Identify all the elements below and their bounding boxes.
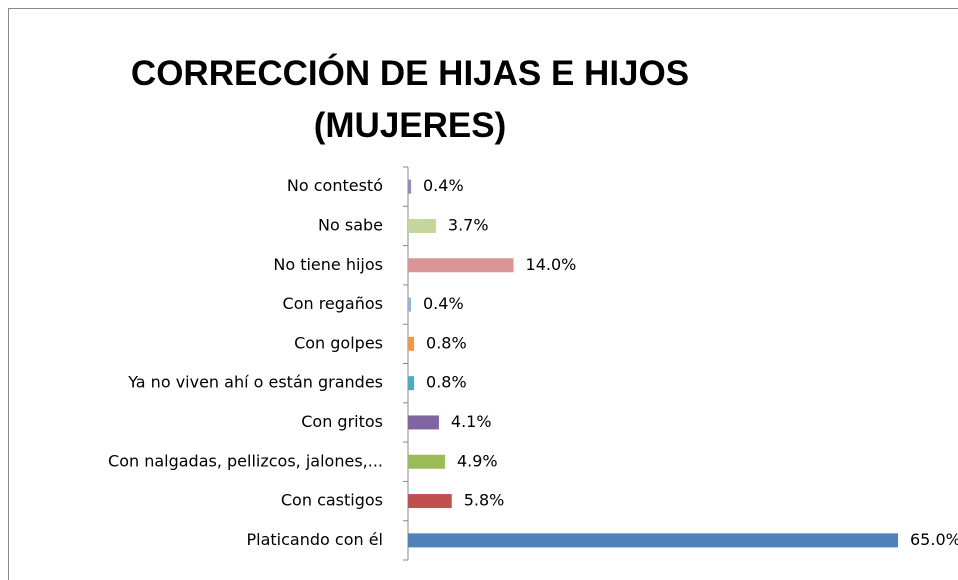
y-tick-label: No sabe: [318, 215, 383, 234]
data-label: 4.9%: [457, 451, 498, 470]
data-label: 14.0%: [526, 255, 577, 274]
data-label: 65.0%: [910, 530, 958, 549]
bar: [408, 336, 415, 351]
data-label: 0.4%: [423, 294, 464, 313]
bar: [408, 494, 452, 509]
y-tick-label: Con nalgadas, pellizcos, jalones,...: [108, 451, 383, 470]
data-label: 5.8%: [464, 491, 505, 510]
data-label: 0.4%: [423, 176, 464, 195]
chart-title: CORRECCIÓN DE HIJAS E HIJOS (MUJERES): [130, 54, 690, 145]
y-tick-label: Con regaños: [283, 294, 383, 313]
data-label: 0.8%: [426, 333, 467, 352]
chart-frame: [8, 8, 958, 580]
y-tick-label: Con gritos: [301, 412, 383, 431]
data-label: 0.8%: [426, 373, 467, 392]
bar: [408, 179, 412, 194]
y-tick-label: No contestó: [287, 176, 383, 195]
bar: [408, 258, 514, 273]
data-label: 4.1%: [451, 412, 492, 431]
data-label: 3.7%: [448, 215, 489, 234]
y-tick-label: Ya no viven ahí o están grandes: [127, 373, 383, 392]
bar: [408, 415, 439, 430]
bar: [408, 533, 898, 548]
y-tick-label: Platicando con él: [247, 530, 384, 549]
y-tick-label: Con castigos: [281, 491, 383, 510]
bar: [408, 376, 415, 391]
bar: [408, 297, 412, 312]
bar: [408, 454, 445, 469]
y-tick-label: No tiene hijos: [273, 255, 383, 274]
y-tick-label: Con golpes: [294, 333, 383, 352]
bar: [408, 218, 436, 233]
